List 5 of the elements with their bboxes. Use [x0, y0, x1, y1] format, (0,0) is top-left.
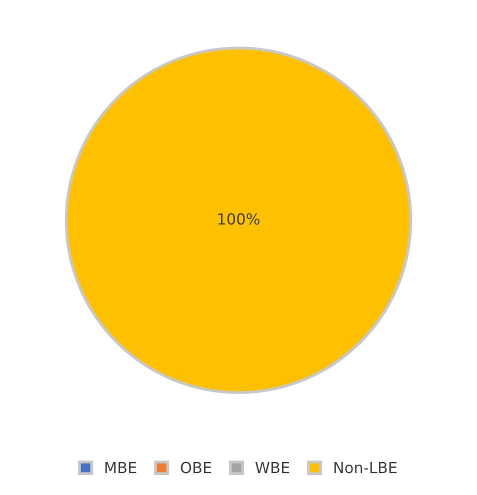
legend-label: OBE: [180, 462, 212, 474]
legend-label: WBE: [255, 462, 290, 474]
legend-label: Non-LBE: [334, 462, 397, 474]
data-label: 100%: [218, 213, 260, 225]
legend-label: MBE: [105, 462, 136, 474]
